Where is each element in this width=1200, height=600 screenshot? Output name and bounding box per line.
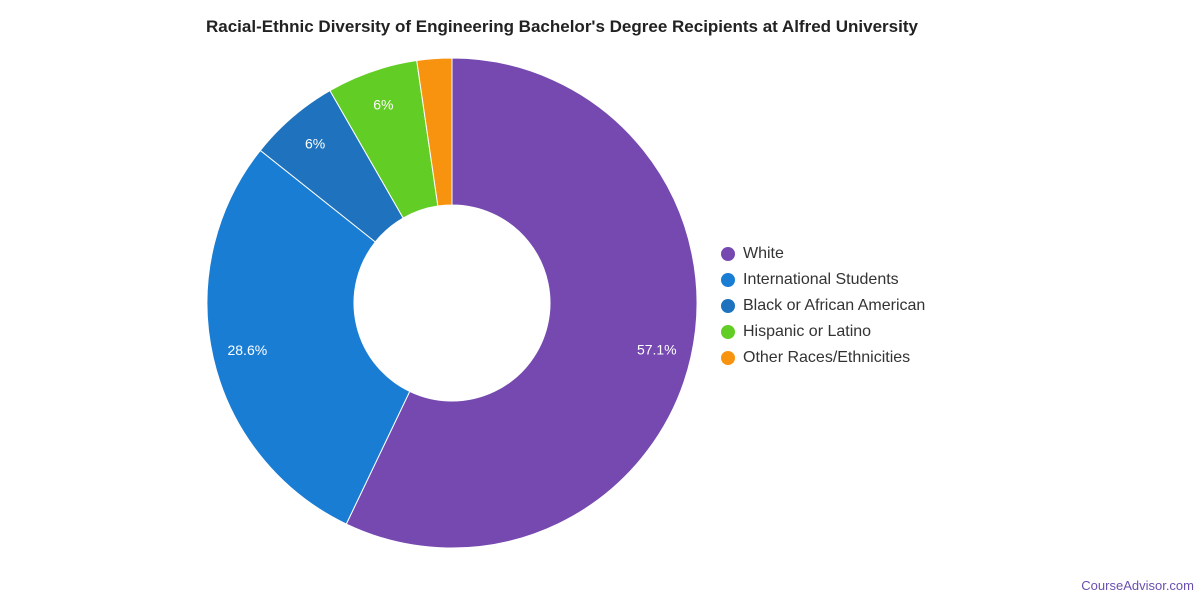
legend-item[interactable]: Other Races/Ethnicities — [721, 345, 925, 371]
legend-label: Black or African American — [743, 297, 926, 314]
legend-swatch-icon — [721, 325, 735, 339]
legend-item[interactable]: Black or African American — [721, 293, 925, 319]
chart-title: Racial-Ethnic Diversity of Engineering B… — [206, 17, 918, 36]
legend-swatch-icon — [721, 247, 735, 261]
slice-label: 6% — [373, 97, 393, 113]
slice-label: 57.1% — [637, 341, 677, 357]
legend-item[interactable]: Hispanic or Latino — [721, 319, 925, 345]
slice-international-students[interactable] — [206, 149, 411, 525]
slice-white[interactable] — [345, 57, 698, 549]
legend-item[interactable]: White — [721, 241, 925, 267]
watermark: CourseAdvisor.com — [1081, 578, 1194, 593]
slice-other-races-ethnicities[interactable] — [416, 57, 453, 207]
legend-swatch-icon — [721, 299, 735, 313]
legend-label: Hispanic or Latino — [743, 323, 872, 340]
legend-label: Other Races/Ethnicities — [743, 349, 911, 366]
legend-swatch-icon — [721, 273, 735, 287]
legend-item[interactable]: International Students — [721, 267, 925, 293]
legend-label: International Students — [743, 271, 899, 288]
slice-label: 28.6% — [227, 342, 267, 358]
legend-swatch-icon — [721, 351, 735, 365]
slice-label: 6% — [305, 136, 325, 152]
chart-legend: White International Students Black or Afri… — [721, 241, 925, 371]
legend-label: White — [743, 245, 784, 262]
